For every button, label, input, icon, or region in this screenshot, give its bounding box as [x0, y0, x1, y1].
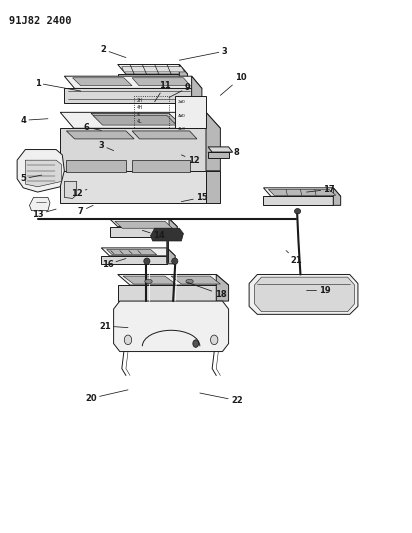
Text: 18: 18: [187, 282, 226, 298]
Text: 4LO: 4LO: [177, 127, 185, 132]
Polygon shape: [73, 78, 132, 86]
Polygon shape: [132, 131, 197, 139]
Text: 19: 19: [307, 286, 331, 295]
Polygon shape: [60, 128, 206, 171]
Text: 3: 3: [179, 47, 227, 60]
Polygon shape: [249, 274, 358, 314]
Polygon shape: [91, 114, 179, 123]
Text: 22: 22: [200, 393, 243, 405]
Text: 91J82 2400: 91J82 2400: [9, 15, 71, 26]
Polygon shape: [64, 88, 192, 103]
Text: 21: 21: [100, 321, 128, 330]
Polygon shape: [29, 197, 50, 211]
Polygon shape: [132, 78, 190, 86]
Polygon shape: [179, 64, 187, 80]
Text: 13: 13: [32, 209, 56, 219]
Ellipse shape: [186, 279, 193, 284]
Text: 4H: 4H: [137, 105, 143, 110]
Polygon shape: [171, 276, 220, 284]
Polygon shape: [122, 67, 185, 72]
Ellipse shape: [193, 340, 199, 348]
Polygon shape: [60, 112, 220, 128]
Ellipse shape: [124, 335, 132, 345]
Text: 3: 3: [98, 141, 114, 151]
Polygon shape: [110, 227, 169, 237]
Ellipse shape: [145, 279, 152, 284]
Polygon shape: [17, 150, 64, 192]
Text: 2H: 2H: [137, 98, 143, 103]
Polygon shape: [115, 221, 172, 228]
FancyBboxPatch shape: [175, 96, 206, 128]
Polygon shape: [64, 76, 202, 88]
Text: 20: 20: [85, 390, 128, 403]
Polygon shape: [216, 274, 229, 301]
Text: 5: 5: [20, 174, 42, 183]
Polygon shape: [66, 160, 126, 172]
Text: 11: 11: [154, 81, 171, 102]
Polygon shape: [101, 248, 175, 256]
Polygon shape: [110, 219, 177, 227]
Polygon shape: [208, 147, 233, 152]
Polygon shape: [132, 160, 190, 172]
Polygon shape: [118, 274, 229, 285]
Polygon shape: [60, 171, 206, 203]
Text: 21: 21: [286, 251, 302, 264]
Polygon shape: [118, 64, 187, 74]
Text: 4: 4: [137, 112, 140, 117]
Polygon shape: [167, 248, 175, 264]
Text: 17: 17: [307, 185, 335, 194]
Text: 4: 4: [20, 116, 48, 125]
Text: 10: 10: [220, 73, 247, 95]
Polygon shape: [123, 276, 176, 284]
Polygon shape: [150, 228, 183, 241]
Polygon shape: [118, 74, 179, 80]
Polygon shape: [255, 277, 355, 312]
Polygon shape: [169, 219, 177, 237]
Text: 2: 2: [101, 45, 126, 58]
Polygon shape: [206, 171, 220, 203]
Polygon shape: [107, 249, 157, 255]
Bar: [134, 96, 169, 128]
Polygon shape: [333, 188, 341, 205]
Ellipse shape: [211, 335, 218, 345]
Polygon shape: [206, 112, 220, 171]
Text: 16: 16: [102, 259, 126, 269]
Polygon shape: [64, 181, 77, 198]
Text: 4L: 4L: [137, 119, 143, 124]
Text: 8: 8: [208, 148, 240, 157]
Polygon shape: [118, 285, 216, 301]
Polygon shape: [93, 116, 176, 125]
Text: 12: 12: [71, 189, 87, 198]
Ellipse shape: [295, 208, 301, 214]
Polygon shape: [25, 160, 61, 187]
Polygon shape: [114, 301, 229, 352]
Polygon shape: [264, 188, 341, 196]
Polygon shape: [101, 256, 167, 264]
Text: 12: 12: [181, 155, 199, 165]
Text: 6: 6: [84, 123, 101, 132]
Text: 14: 14: [143, 230, 165, 240]
Text: 9: 9: [169, 83, 190, 98]
Text: 4WD: 4WD: [177, 114, 185, 118]
Polygon shape: [66, 131, 134, 139]
Text: 2WD: 2WD: [177, 100, 185, 104]
Ellipse shape: [172, 258, 178, 264]
Ellipse shape: [144, 258, 150, 264]
Text: 1: 1: [35, 78, 81, 91]
Text: 15: 15: [181, 193, 208, 202]
Polygon shape: [268, 189, 336, 195]
Polygon shape: [208, 152, 229, 158]
Text: 7: 7: [78, 205, 93, 216]
Polygon shape: [264, 196, 333, 205]
Polygon shape: [192, 76, 202, 103]
